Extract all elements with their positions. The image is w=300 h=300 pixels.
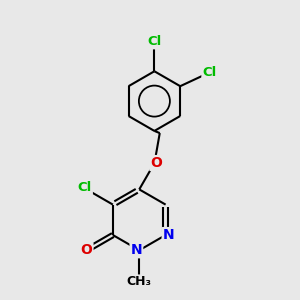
Text: O: O (150, 156, 162, 170)
Text: CH₃: CH₃ (127, 275, 152, 289)
Text: O: O (81, 243, 92, 257)
Text: N: N (163, 228, 174, 242)
Text: Cl: Cl (202, 66, 217, 79)
Text: Cl: Cl (147, 35, 161, 48)
Text: Cl: Cl (78, 181, 92, 194)
Text: N: N (130, 243, 142, 257)
